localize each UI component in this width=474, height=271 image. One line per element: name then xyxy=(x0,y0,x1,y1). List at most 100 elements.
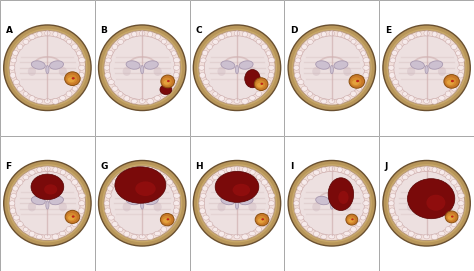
Ellipse shape xyxy=(458,65,464,70)
Ellipse shape xyxy=(64,72,80,85)
Ellipse shape xyxy=(451,222,456,227)
Ellipse shape xyxy=(242,32,247,37)
Ellipse shape xyxy=(204,171,270,235)
Ellipse shape xyxy=(141,66,144,74)
Ellipse shape xyxy=(249,231,255,236)
Ellipse shape xyxy=(351,175,356,179)
Ellipse shape xyxy=(199,30,275,105)
Ellipse shape xyxy=(308,92,312,96)
Ellipse shape xyxy=(76,80,82,85)
Ellipse shape xyxy=(408,96,414,101)
Ellipse shape xyxy=(416,167,421,172)
Ellipse shape xyxy=(307,175,313,180)
Ellipse shape xyxy=(226,235,232,239)
Ellipse shape xyxy=(160,214,174,226)
Ellipse shape xyxy=(262,86,267,91)
Ellipse shape xyxy=(45,166,50,172)
Ellipse shape xyxy=(173,208,179,214)
Ellipse shape xyxy=(60,170,65,175)
Ellipse shape xyxy=(8,164,87,242)
Ellipse shape xyxy=(329,234,335,239)
Ellipse shape xyxy=(337,234,343,240)
Ellipse shape xyxy=(344,96,350,100)
Ellipse shape xyxy=(330,66,333,74)
Ellipse shape xyxy=(256,175,261,179)
Ellipse shape xyxy=(123,67,131,76)
Ellipse shape xyxy=(203,215,209,220)
Ellipse shape xyxy=(383,25,470,111)
Ellipse shape xyxy=(67,213,77,221)
Ellipse shape xyxy=(102,29,182,107)
Ellipse shape xyxy=(108,80,114,85)
Ellipse shape xyxy=(337,32,342,37)
Ellipse shape xyxy=(321,235,327,239)
Ellipse shape xyxy=(363,201,369,206)
Ellipse shape xyxy=(234,31,240,36)
Ellipse shape xyxy=(66,175,72,179)
Ellipse shape xyxy=(392,186,397,191)
Ellipse shape xyxy=(29,34,35,40)
FancyBboxPatch shape xyxy=(284,0,379,136)
Ellipse shape xyxy=(219,231,225,237)
Ellipse shape xyxy=(118,92,123,96)
Ellipse shape xyxy=(424,234,429,239)
Ellipse shape xyxy=(68,215,74,220)
Text: J: J xyxy=(385,162,388,171)
Ellipse shape xyxy=(268,72,274,78)
Ellipse shape xyxy=(245,70,260,88)
Text: E: E xyxy=(385,26,391,35)
Ellipse shape xyxy=(13,50,18,56)
Ellipse shape xyxy=(144,61,158,69)
Ellipse shape xyxy=(328,178,354,211)
Text: I: I xyxy=(290,162,293,171)
Ellipse shape xyxy=(402,39,408,44)
Ellipse shape xyxy=(68,77,75,82)
Ellipse shape xyxy=(363,72,369,78)
Ellipse shape xyxy=(193,160,281,246)
Ellipse shape xyxy=(249,96,255,100)
Ellipse shape xyxy=(99,160,186,246)
Ellipse shape xyxy=(248,202,256,211)
Ellipse shape xyxy=(109,171,175,235)
Ellipse shape xyxy=(312,67,320,76)
Ellipse shape xyxy=(106,58,111,63)
Ellipse shape xyxy=(112,222,118,227)
Ellipse shape xyxy=(9,166,86,241)
Ellipse shape xyxy=(76,186,82,191)
Ellipse shape xyxy=(388,30,465,105)
Ellipse shape xyxy=(447,80,454,85)
Ellipse shape xyxy=(361,51,366,56)
Ellipse shape xyxy=(173,201,180,206)
Ellipse shape xyxy=(297,186,302,191)
Ellipse shape xyxy=(10,208,16,214)
Ellipse shape xyxy=(416,32,421,37)
Ellipse shape xyxy=(29,96,35,101)
Ellipse shape xyxy=(360,215,366,220)
Ellipse shape xyxy=(44,184,57,195)
Text: A: A xyxy=(6,26,12,35)
Ellipse shape xyxy=(102,164,182,242)
Ellipse shape xyxy=(295,193,301,198)
Ellipse shape xyxy=(297,50,302,56)
Ellipse shape xyxy=(139,99,145,104)
Ellipse shape xyxy=(226,99,232,104)
Ellipse shape xyxy=(227,167,232,172)
Ellipse shape xyxy=(439,170,445,175)
Ellipse shape xyxy=(49,196,64,205)
Ellipse shape xyxy=(144,196,158,205)
Ellipse shape xyxy=(394,36,459,100)
Ellipse shape xyxy=(104,30,181,105)
Ellipse shape xyxy=(293,201,299,206)
Ellipse shape xyxy=(298,80,304,85)
Ellipse shape xyxy=(407,202,415,211)
Ellipse shape xyxy=(348,218,354,222)
Ellipse shape xyxy=(451,86,456,91)
Ellipse shape xyxy=(13,186,18,191)
Ellipse shape xyxy=(154,231,161,236)
Ellipse shape xyxy=(424,31,429,36)
Ellipse shape xyxy=(45,234,50,239)
Ellipse shape xyxy=(445,211,458,223)
Ellipse shape xyxy=(155,170,160,175)
Ellipse shape xyxy=(313,170,319,175)
Ellipse shape xyxy=(197,29,277,107)
